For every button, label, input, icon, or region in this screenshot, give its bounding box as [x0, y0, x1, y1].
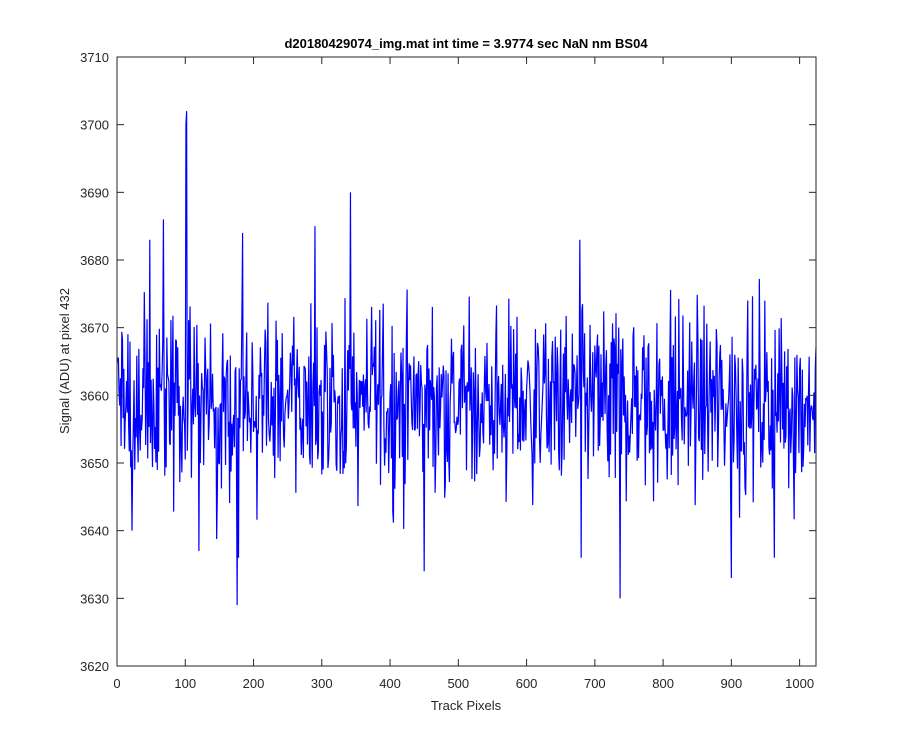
y-tick-label: 3710	[80, 50, 109, 65]
y-tick-label: 3680	[80, 253, 109, 268]
chart-title: d20180429074_img.mat int time = 3.9774 s…	[284, 36, 648, 51]
y-axis-ticks: 3620 3630 3640 3650 3660 3670 3680 3690 3700 3710	[80, 50, 816, 674]
x-tick-label: 600	[516, 676, 538, 691]
x-tick-label: 200	[243, 676, 265, 691]
y-tick-label: 3650	[80, 456, 109, 471]
axes-frame	[116, 56, 817, 667]
x-tick-label: 700	[584, 676, 606, 691]
x-axis-label: Track Pixels	[431, 698, 502, 713]
y-tick-label: 3700	[80, 118, 109, 133]
y-tick-label: 3690	[80, 185, 109, 200]
y-axis-label: Signal (ADU) at pixel 432	[57, 288, 72, 434]
series-layer	[117, 111, 817, 606]
y-tick-label: 3640	[80, 524, 109, 539]
y-tick-label: 3670	[80, 321, 109, 336]
signal-series-line	[117, 111, 817, 606]
x-tick-label: 900	[721, 676, 743, 691]
plot-area: 0 100 200 300 400 500 600 700 800 900 1000 3620 363…	[80, 50, 817, 691]
y-tick-label: 3630	[80, 591, 109, 606]
x-tick-label: 800	[652, 676, 674, 691]
x-tick-label: 500	[447, 676, 469, 691]
y-tick-label: 3660	[80, 388, 109, 403]
x-tick-label: 300	[311, 676, 333, 691]
axes-box	[117, 57, 816, 666]
x-tick-label: 1000	[785, 676, 814, 691]
x-axis-ticks: 0 100 200 300 400 500 600 700 800 900 1000	[113, 57, 814, 691]
x-tick-label: 400	[379, 676, 401, 691]
x-tick-label: 0	[113, 676, 120, 691]
x-tick-label: 100	[174, 676, 196, 691]
y-tick-label: 3620	[80, 659, 109, 674]
